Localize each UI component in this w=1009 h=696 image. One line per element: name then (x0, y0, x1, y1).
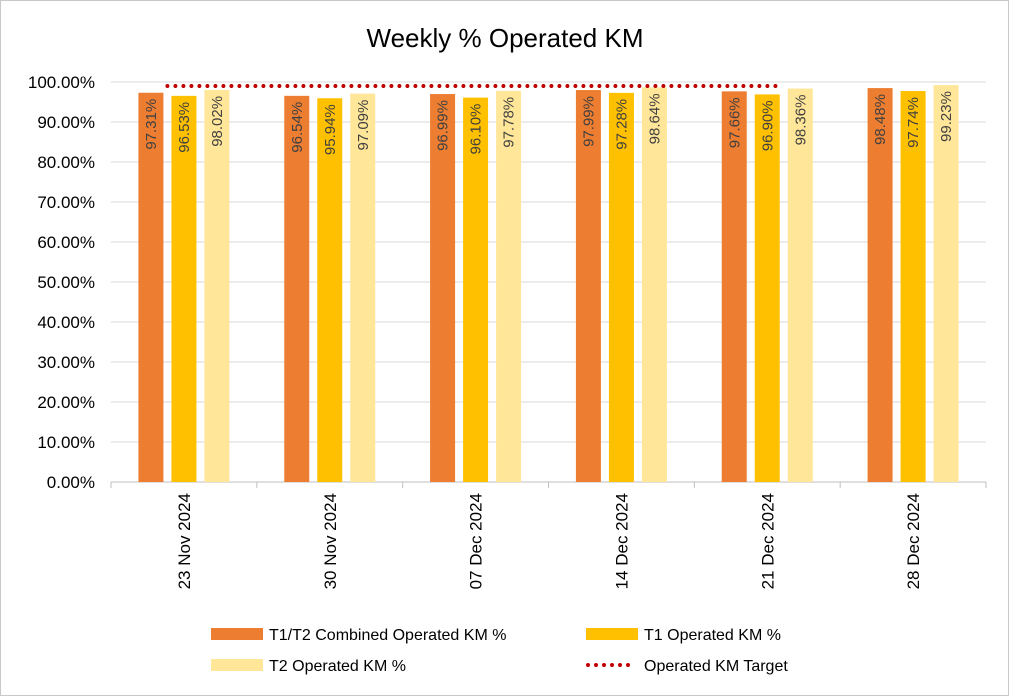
data-label: 97.09% (355, 100, 372, 151)
x-category-label: 30 Nov 2024 (321, 493, 340, 589)
bar (754, 94, 780, 483)
legend-label: T1/T2 Combined Operated KM % (269, 627, 506, 644)
data-label: 96.54% (289, 102, 306, 153)
x-category-label: 23 Nov 2024 (175, 493, 194, 589)
x-category-label: 07 Dec 2024 (467, 493, 486, 589)
bar (350, 93, 376, 482)
y-axis-tick-labels: 0.00% 10.00% 20.00% 30.00% 40.00% 50.00% 60.00… (28, 73, 95, 492)
y-tick-label: 0.00% (47, 473, 95, 492)
data-label: 97.74% (905, 97, 922, 148)
y-tick-label: 90.00% (37, 113, 95, 132)
legend-label: T2 Operated KM % (269, 658, 406, 675)
bar (608, 92, 634, 482)
chart-title: Weekly % Operated KM (367, 23, 644, 53)
legend-label: T1 Operated KM % (644, 627, 781, 644)
data-label: 96.53% (176, 102, 193, 153)
gridlines (111, 81, 986, 483)
bar (900, 91, 926, 482)
y-tick-label: 100.00% (28, 73, 95, 92)
data-label: 97.31% (143, 99, 160, 150)
bar (138, 92, 164, 482)
bar (430, 94, 456, 482)
data-label: 96.99% (435, 100, 452, 151)
legend-swatch (586, 628, 638, 640)
data-label: 98.02% (209, 96, 226, 147)
legend-label: Operated KM Target (644, 658, 788, 675)
bar (496, 90, 522, 482)
x-axis: 23 Nov 2024 30 Nov 2024 07 Dec 2024 14 Dec … (110, 482, 987, 589)
x-category-label: 14 Dec 2024 (612, 493, 631, 589)
data-label: 95.94% (322, 104, 339, 155)
bar (463, 97, 489, 482)
y-tick-label: 80.00% (37, 153, 95, 172)
y-tick-label: 70.00% (37, 193, 95, 212)
data-label: 99.23% (938, 91, 955, 142)
bar (933, 85, 959, 482)
bar (204, 89, 230, 483)
data-label: 97.28% (613, 99, 630, 150)
y-tick-label: 20.00% (37, 393, 95, 412)
data-label: 98.64% (646, 93, 663, 144)
bar (721, 91, 747, 483)
bar (867, 88, 893, 482)
data-labels: 97.31% 96.53% 98.02% 96.54% 95.94% 97.09% 96.9… (143, 91, 955, 155)
data-label: 97.66% (726, 97, 743, 148)
bar (641, 87, 667, 482)
bar (787, 88, 813, 482)
bar (575, 90, 601, 482)
bars (138, 85, 959, 483)
data-label: 96.90% (759, 100, 776, 151)
y-tick-label: 10.00% (37, 433, 95, 452)
y-tick-label: 30.00% (37, 353, 95, 372)
y-tick-label: 60.00% (37, 233, 95, 252)
bar (317, 98, 343, 483)
data-label: 98.48% (872, 94, 889, 145)
x-category-label: 28 Dec 2024 (904, 493, 923, 589)
data-label: 97.99% (580, 96, 597, 147)
bar (171, 95, 197, 482)
y-tick-label: 40.00% (37, 313, 95, 332)
data-label: 98.36% (792, 95, 809, 146)
legend: T1/T2 Combined Operated KM % T1 Operated … (211, 627, 788, 675)
data-label: 97.78% (501, 97, 518, 148)
data-label: 96.10% (468, 104, 485, 155)
legend-swatch (211, 628, 263, 640)
y-tick-label: 50.00% (37, 273, 95, 292)
x-category-label: 21 Dec 2024 (758, 493, 777, 589)
legend-swatch (211, 659, 263, 671)
bar (284, 95, 310, 482)
